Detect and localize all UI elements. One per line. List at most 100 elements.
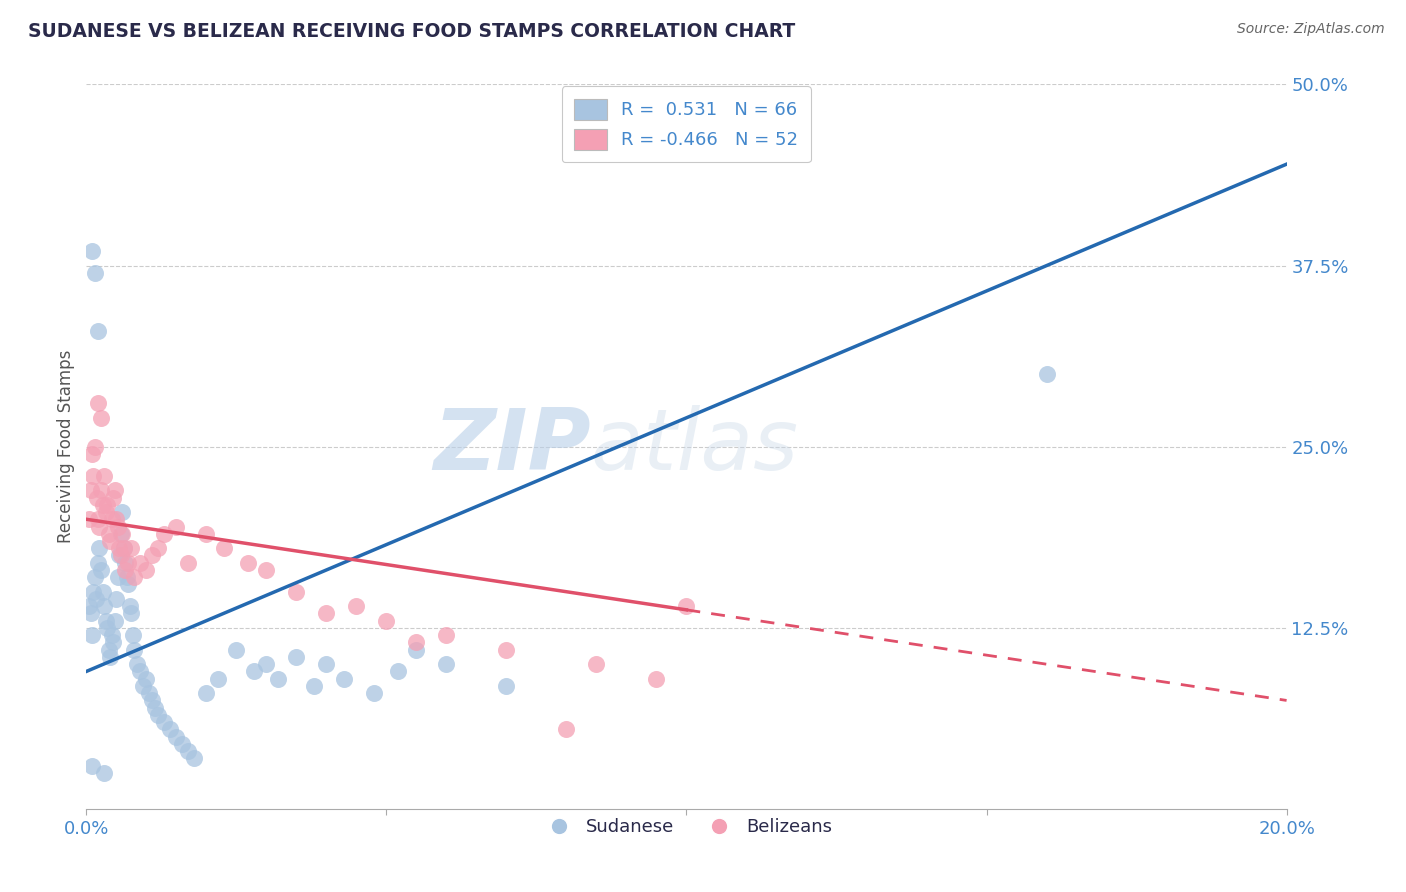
Point bbox=[114, 563, 136, 577]
Point bbox=[94, 614, 117, 628]
Point bbox=[122, 628, 145, 642]
Point bbox=[135, 563, 157, 577]
Point bbox=[87, 396, 110, 410]
Point bbox=[98, 526, 121, 541]
Point bbox=[114, 556, 136, 570]
Point bbox=[129, 556, 152, 570]
Point bbox=[238, 556, 260, 570]
Point bbox=[82, 468, 104, 483]
Point bbox=[80, 483, 103, 498]
Point bbox=[89, 519, 111, 533]
Point bbox=[111, 505, 134, 519]
Point bbox=[285, 584, 308, 599]
Point bbox=[285, 649, 308, 664]
Point bbox=[107, 570, 129, 584]
Point bbox=[107, 519, 129, 533]
Point bbox=[225, 642, 247, 657]
Point bbox=[96, 621, 118, 635]
Point bbox=[165, 519, 187, 533]
Point bbox=[105, 512, 128, 526]
Point bbox=[148, 707, 170, 722]
Point bbox=[434, 657, 457, 672]
Point bbox=[405, 635, 427, 649]
Point bbox=[333, 672, 356, 686]
Point bbox=[120, 607, 142, 621]
Point bbox=[98, 534, 121, 549]
Point bbox=[103, 491, 125, 505]
Point bbox=[90, 410, 112, 425]
Point bbox=[87, 324, 110, 338]
Point bbox=[86, 491, 108, 505]
Point bbox=[82, 244, 104, 259]
Point bbox=[110, 526, 132, 541]
Legend: Sudanese, Belizeans: Sudanese, Belizeans bbox=[533, 811, 839, 844]
Point bbox=[104, 614, 127, 628]
Point bbox=[101, 512, 124, 526]
Point bbox=[108, 549, 131, 563]
Point bbox=[79, 512, 101, 526]
Point bbox=[89, 541, 111, 556]
Point bbox=[153, 715, 176, 730]
Point bbox=[405, 642, 427, 657]
Point bbox=[96, 498, 118, 512]
Point bbox=[315, 657, 337, 672]
Point bbox=[132, 679, 155, 693]
Point bbox=[434, 628, 457, 642]
Point bbox=[90, 563, 112, 577]
Point bbox=[159, 723, 181, 737]
Point bbox=[195, 686, 218, 700]
Point bbox=[93, 468, 115, 483]
Point bbox=[117, 556, 139, 570]
Point bbox=[91, 498, 114, 512]
Point bbox=[108, 541, 131, 556]
Point bbox=[243, 665, 266, 679]
Text: ZIP: ZIP bbox=[433, 405, 591, 488]
Point bbox=[254, 657, 277, 672]
Point bbox=[112, 541, 135, 556]
Point bbox=[183, 751, 205, 765]
Point bbox=[103, 635, 125, 649]
Point bbox=[82, 447, 104, 461]
Point bbox=[82, 584, 104, 599]
Point bbox=[120, 541, 142, 556]
Point bbox=[104, 483, 127, 498]
Point bbox=[148, 541, 170, 556]
Point bbox=[110, 549, 132, 563]
Point bbox=[117, 577, 139, 591]
Point bbox=[177, 744, 200, 758]
Point bbox=[585, 657, 607, 672]
Point bbox=[98, 642, 121, 657]
Point bbox=[82, 628, 104, 642]
Point bbox=[675, 599, 697, 614]
Point bbox=[254, 563, 277, 577]
Point bbox=[304, 679, 326, 693]
Point bbox=[84, 266, 107, 280]
Point bbox=[124, 570, 146, 584]
Point bbox=[363, 686, 385, 700]
Point bbox=[111, 526, 134, 541]
Point bbox=[387, 665, 409, 679]
Point bbox=[214, 541, 236, 556]
Point bbox=[93, 765, 115, 780]
Point bbox=[87, 556, 110, 570]
Point bbox=[375, 614, 398, 628]
Point bbox=[195, 526, 218, 541]
Point bbox=[79, 599, 101, 614]
Point bbox=[495, 642, 517, 657]
Point bbox=[143, 700, 166, 714]
Point bbox=[87, 512, 110, 526]
Point bbox=[135, 672, 157, 686]
Point bbox=[129, 665, 152, 679]
Point bbox=[91, 584, 114, 599]
Point bbox=[165, 730, 187, 744]
Point bbox=[101, 628, 124, 642]
Point bbox=[120, 599, 142, 614]
Point bbox=[1035, 368, 1057, 382]
Point bbox=[124, 642, 146, 657]
Point bbox=[645, 672, 668, 686]
Point bbox=[94, 505, 117, 519]
Point bbox=[115, 570, 138, 584]
Text: Source: ZipAtlas.com: Source: ZipAtlas.com bbox=[1237, 22, 1385, 37]
Point bbox=[127, 657, 149, 672]
Point bbox=[172, 737, 194, 751]
